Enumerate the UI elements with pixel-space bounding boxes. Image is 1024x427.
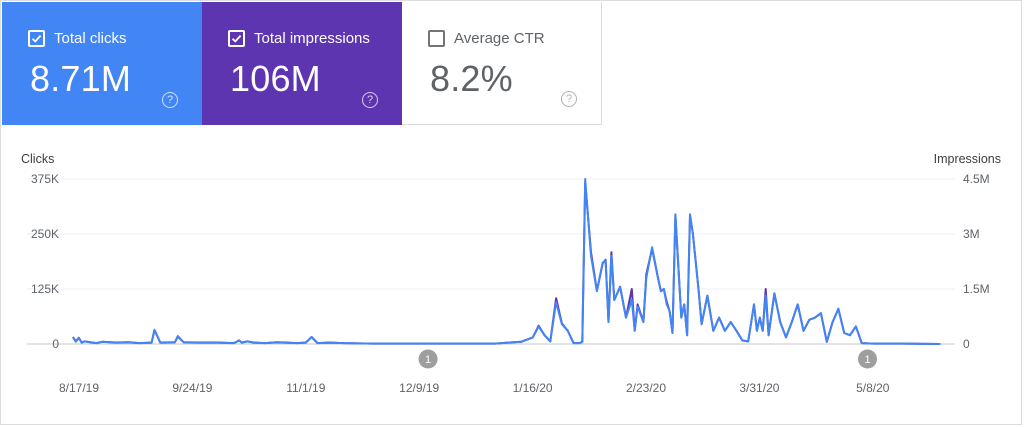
help-icon[interactable]: ? [362, 92, 378, 108]
y-left-tick-label: 125K [31, 282, 59, 296]
y-left-tick-label: 375K [31, 172, 59, 186]
annotation-marker [418, 349, 438, 369]
metric-card-total-impressions[interactable]: Total impressions 106M ? [202, 2, 402, 125]
x-tick-label: 1/16/20 [513, 381, 553, 395]
y-right-tick-label: 4.5M [963, 172, 990, 186]
annotation-marker-label: 1 [425, 354, 431, 366]
metric-card-label: Total impressions [254, 30, 370, 47]
x-tick-label: 9/24/19 [172, 381, 212, 395]
metric-card-label: Total clicks [54, 30, 127, 47]
y-left-tick-label: 250K [31, 227, 59, 241]
metric-card-label: Average CTR [454, 30, 545, 47]
x-tick-label: 8/17/19 [59, 381, 99, 395]
y-right-tick-label: 3M [963, 227, 980, 241]
metric-card-value: 8.71M [30, 58, 132, 99]
checked-checkbox-icon[interactable] [28, 30, 45, 47]
metric-card-total-clicks[interactable]: Total clicks 8.71M ? [2, 2, 202, 125]
performance-line-chart: 375K 4.5M 250K 3M 125K 1.5M 0 0 Clicks Impression… [21, 152, 1001, 395]
x-tick-label: 5/8/20 [856, 381, 890, 395]
clicks-series-line [72, 178, 941, 345]
metric-card-header: Total impressions [228, 30, 370, 47]
y-right-tick-label: 0 [963, 337, 970, 351]
y-right-axis-title: Impressions [934, 152, 1001, 166]
x-tick-label: 12/9/19 [399, 381, 439, 395]
metric-card-average-ctr[interactable]: Average CTR 8.2% ? [402, 2, 602, 125]
y-right-tick-label: 1.5M [963, 282, 990, 296]
x-tick-label: 2/23/20 [626, 381, 666, 395]
unchecked-checkbox-icon[interactable] [428, 30, 445, 47]
metric-card-value: 8.2% [430, 58, 513, 99]
help-icon[interactable]: ? [561, 91, 577, 107]
y-left-axis-title: Clicks [21, 152, 54, 166]
checked-checkbox-icon[interactable] [228, 30, 245, 47]
help-icon[interactable]: ? [162, 92, 178, 108]
x-tick-label: 3/31/20 [739, 381, 779, 395]
annotation-marker-label: 1 [864, 354, 870, 366]
y-left-tick-label: 0 [52, 337, 59, 351]
x-tick-label: 11/1/19 [286, 381, 325, 395]
metric-card-header: Total clicks [28, 30, 127, 47]
annotation-marker [858, 349, 878, 369]
metric-card-value: 106M [230, 58, 321, 99]
metric-cards: Total clicks 8.71M ? Total impressions 1… [2, 2, 602, 125]
metric-card-header: Average CTR [428, 30, 545, 47]
